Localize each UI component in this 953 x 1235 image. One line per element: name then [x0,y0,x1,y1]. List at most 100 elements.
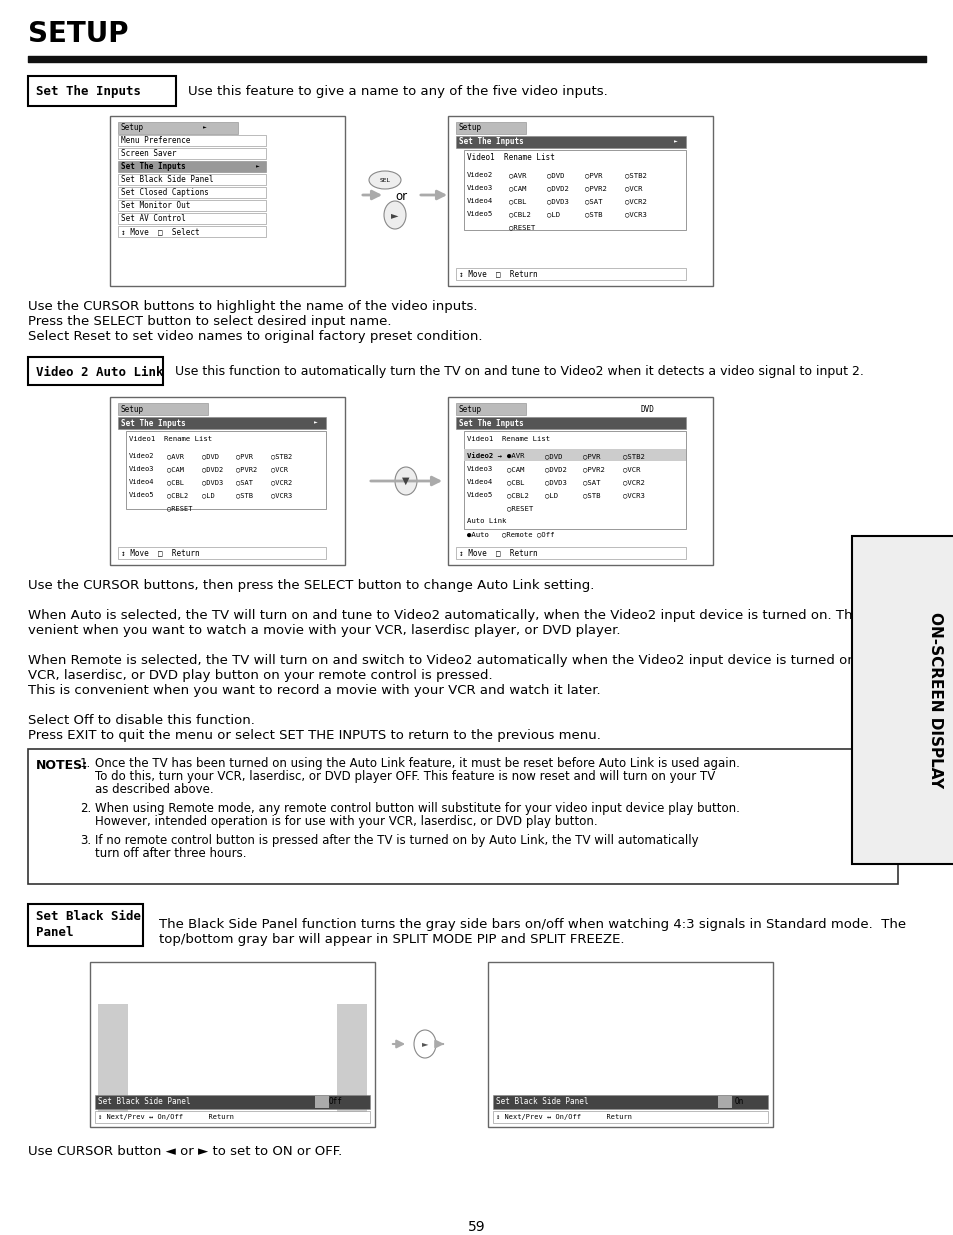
Text: Video2 →: Video2 → [467,453,501,459]
Text: ○CBL: ○CBL [509,198,526,204]
Bar [336,1004,367,1119]
Bar [493,1095,767,1109]
Text: 3.: 3. [80,834,91,847]
Text: If no remote control button is pressed after the TV is turned on by Auto Link, t: If no remote control button is pressed a… [95,834,698,847]
Text: Use the CURSOR buttons, then press the SELECT button to change Auto Link setting: Use the CURSOR buttons, then press the S… [28,579,594,592]
Text: ↕ Move  □  Return: ↕ Move □ Return [121,548,199,557]
Text: Video3: Video3 [467,466,493,472]
Text: VCR, laserdisc, or DVD play button on your remote control is pressed.: VCR, laserdisc, or DVD play button on yo… [28,669,492,682]
Text: ►: ► [255,164,259,169]
Text: ↕ Move  □  Return: ↕ Move □ Return [458,269,537,279]
Text: Set Black Side Panel: Set Black Side Panel [496,1098,588,1107]
Bar [456,403,525,415]
Bar [28,77,175,106]
Ellipse shape [395,467,416,495]
Text: Once the TV has been turned on using the Auto Link feature, it must be reset bef: Once the TV has been turned on using the… [95,757,740,769]
Bar [488,962,772,1128]
Text: SETUP: SETUP [28,20,129,48]
Text: Set Closed Captions: Set Closed Captions [121,188,209,198]
Text: ○DVD2: ○DVD2 [544,466,566,472]
Text: ○LD: ○LD [544,492,558,498]
Bar [718,1095,731,1108]
Text: ○VCR3: ○VCR3 [622,492,644,498]
Text: Off: Off [329,1098,342,1107]
Text: SEL: SEL [379,178,390,183]
Text: When using Remote mode, any remote control button will substitute for your video: When using Remote mode, any remote contr… [95,802,740,815]
Text: Set The Inputs: Set The Inputs [121,162,186,170]
Text: Set AV Control: Set AV Control [121,214,186,224]
Bar [456,417,685,429]
Ellipse shape [369,170,400,189]
Text: Screen Saver: Screen Saver [121,149,176,158]
Text: ○VCR2: ○VCR2 [622,479,644,485]
Text: ○PVR2: ○PVR2 [584,185,606,191]
Text: The Black Side Panel function turns the gray side bars on/off when watching 4:3 : The Black Side Panel function turns the … [159,918,905,946]
Text: ○DVD3: ○DVD3 [202,479,223,485]
Bar [463,431,685,529]
Text: ○DVD3: ○DVD3 [546,198,568,204]
Bar [448,396,712,564]
Text: Setup: Setup [458,405,481,414]
Text: ○AVR: ○AVR [509,172,526,178]
Bar [110,396,345,564]
Bar [118,212,266,224]
Text: Video 2 Auto Link: Video 2 Auto Link [36,366,163,378]
Text: Set The Inputs: Set The Inputs [121,419,186,427]
Text: Panel: Panel [36,925,73,939]
Bar [28,748,897,884]
Bar [110,116,345,287]
Text: ○SAT: ○SAT [584,198,602,204]
Text: Press EXIT to quit the menu or select SET THE INPUTS to return to the previous m: Press EXIT to quit the menu or select SE… [28,729,600,742]
Text: Video4: Video4 [129,479,154,485]
Text: ○DVD: ○DVD [546,172,564,178]
Bar [118,148,266,159]
Text: ○STB2: ○STB2 [624,172,646,178]
Bar [95,1095,370,1109]
Text: ○CAM: ○CAM [509,185,526,191]
Text: Video3: Video3 [467,185,493,191]
Text: ►: ► [314,420,317,426]
Text: ○PVR: ○PVR [582,453,599,459]
Bar [28,357,163,385]
Text: ●Auto   ○Remote ○Off: ●Auto ○Remote ○Off [467,531,554,537]
Text: Video1  Rename List: Video1 Rename List [467,153,555,163]
Bar [118,547,326,559]
Text: ○DVD2: ○DVD2 [546,185,568,191]
Text: ○CBL: ○CBL [167,479,184,485]
Text: venient when you want to watch a movie with your VCR, laserdisc player, or DVD p: venient when you want to watch a movie w… [28,624,619,637]
Text: Select Reset to set video names to original factory preset condition.: Select Reset to set video names to origi… [28,330,482,343]
Bar [456,122,525,135]
Text: ↕ Move  □  Return: ↕ Move □ Return [458,548,537,557]
Text: ○SAT: ○SAT [582,479,599,485]
Text: ○CAM: ○CAM [167,466,184,472]
Text: However, intended operation is for use with your VCR, laserdisc, or DVD play but: However, intended operation is for use w… [95,815,597,827]
Text: This is convenient when you want to record a movie with your VCR and watch it la: This is convenient when you want to reco… [28,684,600,697]
Text: ○RESET: ○RESET [506,505,533,511]
Text: ○CBL2: ○CBL2 [167,492,188,498]
Text: Video5: Video5 [467,211,493,217]
Text: ○CBL2: ○CBL2 [509,211,530,217]
Text: Video2: Video2 [467,172,493,178]
Text: turn off after three hours.: turn off after three hours. [95,847,246,860]
Text: ○VCR: ○VCR [622,466,639,472]
Text: 59: 59 [468,1220,485,1234]
Text: ○STB: ○STB [582,492,599,498]
Text: Video1  Rename List: Video1 Rename List [467,436,550,442]
Text: ↕ Next/Prev ↔ On/Off      Return: ↕ Next/Prev ↔ On/Off Return [496,1114,631,1120]
Text: Set Black Side Panel: Set Black Side Panel [121,175,213,184]
Text: Use CURSOR button ◄ or ► to set to ON or OFF.: Use CURSOR button ◄ or ► to set to ON or… [28,1145,342,1158]
Text: ○PVR: ○PVR [235,453,253,459]
Text: When Remote is selected, the TV will turn on and switch to Video2 automatically : When Remote is selected, the TV will tur… [28,655,910,667]
Text: To do this, turn your VCR, laserdisc, or DVD player OFF. This feature is now res: To do this, turn your VCR, laserdisc, or… [95,769,715,783]
Text: or: or [395,190,407,203]
Text: ○LD: ○LD [202,492,214,498]
Ellipse shape [384,201,406,228]
Text: Set Black Side Panel: Set Black Side Panel [98,1098,191,1107]
Text: ○VCR: ○VCR [624,185,641,191]
Text: ○DVD: ○DVD [544,453,562,459]
Bar [118,122,237,135]
Text: Press the SELECT button to select desired input name.: Press the SELECT button to select desire… [28,315,391,329]
Text: Set Monitor Out: Set Monitor Out [121,201,191,210]
Text: ►: ► [391,210,398,220]
Text: ○VCR3: ○VCR3 [271,492,292,498]
